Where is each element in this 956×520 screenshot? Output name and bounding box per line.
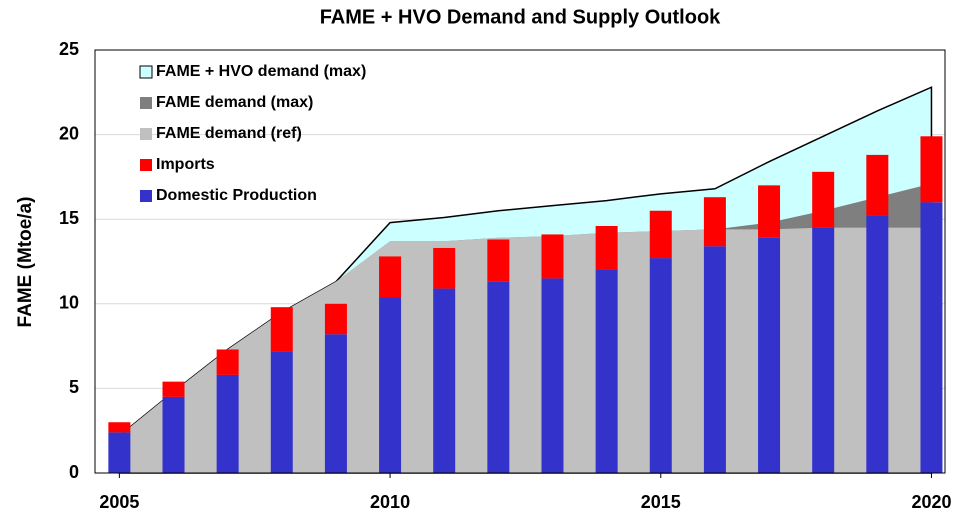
x-tick-label: 2010: [370, 492, 410, 512]
bar: [108, 422, 131, 433]
y-tick-label: 20: [59, 123, 79, 143]
x-tick-label: 2015: [641, 492, 681, 512]
plot-border: [94, 49, 946, 474]
legend-label: FAME demand (max): [156, 94, 313, 111]
bar: [866, 154, 889, 216]
y-tick-label: 0: [69, 462, 79, 482]
bar: [703, 197, 726, 247]
bar: [162, 381, 185, 397]
bar: [379, 256, 402, 298]
bar: [703, 246, 726, 473]
y-tick-label: 15: [59, 208, 79, 228]
bar: [649, 258, 672, 473]
bar: [920, 136, 943, 203]
legend-label: Domestic Production: [156, 187, 317, 204]
legend-label: Imports: [156, 156, 215, 173]
bar: [866, 215, 889, 474]
bar: [595, 269, 618, 473]
bar: [541, 278, 564, 473]
bar: [379, 297, 402, 473]
legend-swatch: [140, 159, 152, 171]
bar: [324, 303, 347, 335]
bar: [595, 225, 618, 270]
bar: [487, 281, 510, 473]
y-tick-label: 5: [69, 377, 79, 397]
bar: [216, 349, 239, 375]
bar: [758, 185, 781, 238]
bar: [487, 239, 510, 282]
chart-title: FAME + HVO Demand and Supply Outlook: [320, 6, 721, 28]
bar: [758, 237, 781, 473]
legend-label: FAME + HVO demand (max): [156, 63, 366, 80]
bar: [433, 247, 456, 289]
area: [119, 227, 932, 473]
bar: [812, 227, 835, 473]
bar: [270, 307, 293, 352]
bar: [541, 234, 564, 279]
bar: [108, 432, 131, 473]
y-axis-label: FAME (Mtoe/a): [15, 197, 36, 328]
bar: [649, 210, 672, 259]
legend-swatch: [140, 190, 152, 202]
y-tick-label: 10: [59, 293, 79, 313]
legend-swatch: [140, 128, 152, 140]
legend-label: FAME demand (ref): [156, 125, 302, 142]
bar: [162, 396, 185, 473]
bar: [812, 171, 835, 228]
legend-swatch: [140, 97, 152, 109]
bar: [433, 288, 456, 473]
bar: [324, 334, 347, 473]
bar: [270, 351, 293, 473]
bar: [920, 202, 943, 473]
y-tick-label: 25: [59, 39, 79, 59]
legend-swatch: [139, 65, 153, 79]
x-tick-label: 2005: [99, 492, 139, 512]
bar: [216, 374, 239, 473]
x-tick-label: 2020: [911, 492, 951, 512]
